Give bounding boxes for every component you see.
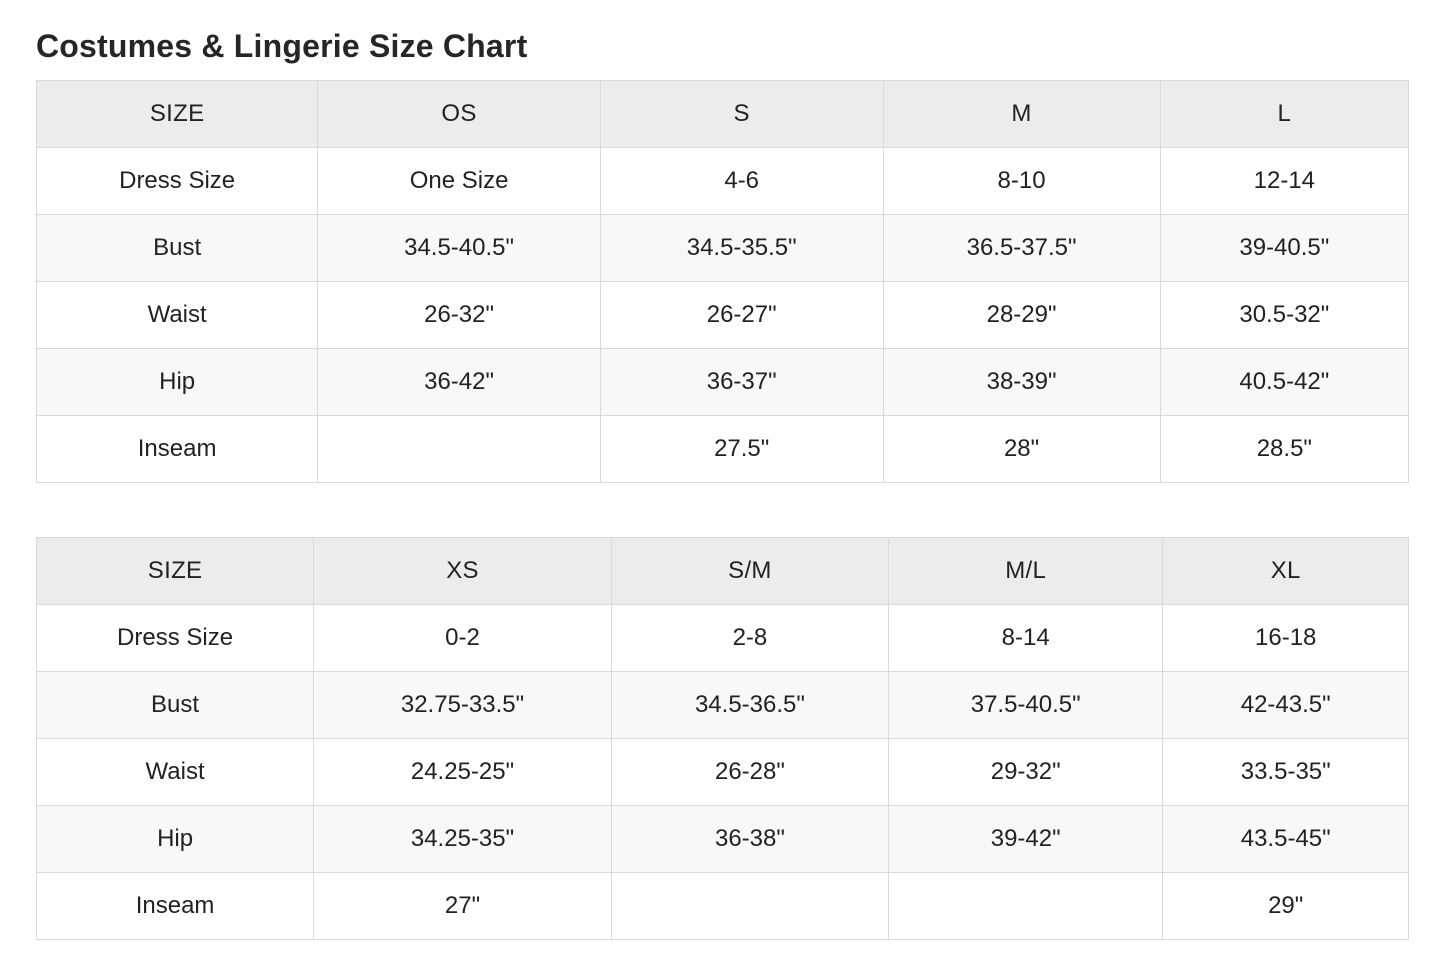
header-cell-size: SIZE [35, 536, 315, 605]
size-value-cell: 30.5-32" [1159, 280, 1410, 349]
row-label: Waist [35, 280, 319, 349]
size-value-cell: 4-6 [599, 146, 884, 215]
size-value-cell: 39-42" [887, 804, 1164, 873]
table-row-waist: Waist 26-32" 26-27" 28-29" 30.5-32" [35, 280, 1410, 349]
table-row-inseam: Inseam 27" 29" [35, 871, 1409, 940]
size-value-cell: 36-42" [317, 347, 601, 416]
size-value-cell: 36-38" [610, 804, 890, 873]
size-value-cell: 28.5" [1159, 414, 1410, 483]
size-value-cell: 2-8 [610, 603, 890, 672]
size-value-cell: 28-29" [882, 280, 1161, 349]
table-row-dress-size: Dress Size 0-2 2-8 8-14 16-18 [35, 603, 1409, 672]
header-row: SIZE XS S/M M/L XL [35, 536, 1409, 605]
size-value-cell: 36.5-37.5" [882, 213, 1161, 282]
size-value-cell: 42-43.5" [1162, 670, 1409, 739]
size-value-cell: 36-37" [599, 347, 884, 416]
size-value-cell: 38-39" [882, 347, 1161, 416]
size-value-cell: One Size [317, 146, 601, 215]
size-value-cell: 32.75-33.5" [313, 670, 612, 739]
size-value-cell: 26-27" [599, 280, 884, 349]
size-value-cell: 26-32" [317, 280, 601, 349]
size-value-cell: 34.5-36.5" [610, 670, 890, 739]
size-value-cell [610, 871, 890, 940]
size-value-cell: 39-40.5" [1159, 213, 1410, 282]
row-label: Dress Size [35, 603, 315, 672]
size-value-cell: 33.5-35" [1162, 737, 1409, 806]
row-label: Dress Size [35, 146, 319, 215]
table-row-inseam: Inseam 27.5" 28" 28.5" [35, 414, 1410, 483]
size-table-xs-sm-ml-xl: SIZE XS S/M M/L XL Dress Size 0-2 2-8 8-… [35, 536, 1409, 940]
header-cell-sm: S/M [610, 536, 890, 605]
size-value-cell: 29" [1162, 871, 1409, 940]
size-value-cell [887, 871, 1164, 940]
table-gap [36, 483, 1409, 537]
size-value-cell: 29-32" [887, 737, 1164, 806]
size-value-cell: 26-28" [610, 737, 890, 806]
header-row: SIZE OS S M L [35, 79, 1410, 148]
size-value-cell: 43.5-45" [1162, 804, 1409, 873]
header-cell-os: OS [317, 79, 601, 148]
size-value-cell: 28" [882, 414, 1161, 483]
table-row-bust: Bust 34.5-40.5" 34.5-35.5" 36.5-37.5" 39… [35, 213, 1410, 282]
row-label: Hip [35, 804, 315, 873]
row-label: Inseam [35, 414, 319, 483]
table-row-hip: Hip 36-42" 36-37" 38-39" 40.5-42" [35, 347, 1410, 416]
row-label: Hip [35, 347, 319, 416]
size-value-cell [317, 414, 601, 483]
table-row-hip: Hip 34.25-35" 36-38" 39-42" 43.5-45" [35, 804, 1409, 873]
size-table-os-s-m-l: SIZE OS S M L Dress Size One Size 4-6 8-… [35, 79, 1410, 483]
size-value-cell: 16-18 [1162, 603, 1409, 672]
header-cell-size: SIZE [35, 79, 319, 148]
size-value-cell: 0-2 [313, 603, 612, 672]
size-value-cell: 8-10 [882, 146, 1161, 215]
size-value-cell: 40.5-42" [1159, 347, 1410, 416]
size-value-cell: 8-14 [887, 603, 1164, 672]
header-cell-m: M [882, 79, 1161, 148]
size-value-cell: 12-14 [1159, 146, 1410, 215]
row-label: Inseam [35, 871, 315, 940]
table-row-dress-size: Dress Size One Size 4-6 8-10 12-14 [35, 146, 1410, 215]
header-cell-s: S [599, 79, 884, 148]
row-label: Waist [35, 737, 315, 806]
size-value-cell: 34.25-35" [313, 804, 612, 873]
row-label: Bust [35, 213, 319, 282]
header-cell-xs: XS [313, 536, 612, 605]
size-value-cell: 37.5-40.5" [887, 670, 1164, 739]
header-cell-ml: M/L [887, 536, 1164, 605]
size-value-cell: 34.5-35.5" [599, 213, 884, 282]
page-title: Costumes & Lingerie Size Chart [36, 28, 528, 64]
table-row-bust: Bust 32.75-33.5" 34.5-36.5" 37.5-40.5" 4… [35, 670, 1409, 739]
size-value-cell: 34.5-40.5" [317, 213, 601, 282]
row-label: Bust [35, 670, 315, 739]
header-cell-l: L [1159, 79, 1410, 148]
header-cell-xl: XL [1162, 536, 1409, 605]
size-value-cell: 24.25-25" [313, 737, 612, 806]
size-value-cell: 27" [313, 871, 612, 940]
table-row-waist: Waist 24.25-25" 26-28" 29-32" 33.5-35" [35, 737, 1409, 806]
size-value-cell: 27.5" [599, 414, 884, 483]
